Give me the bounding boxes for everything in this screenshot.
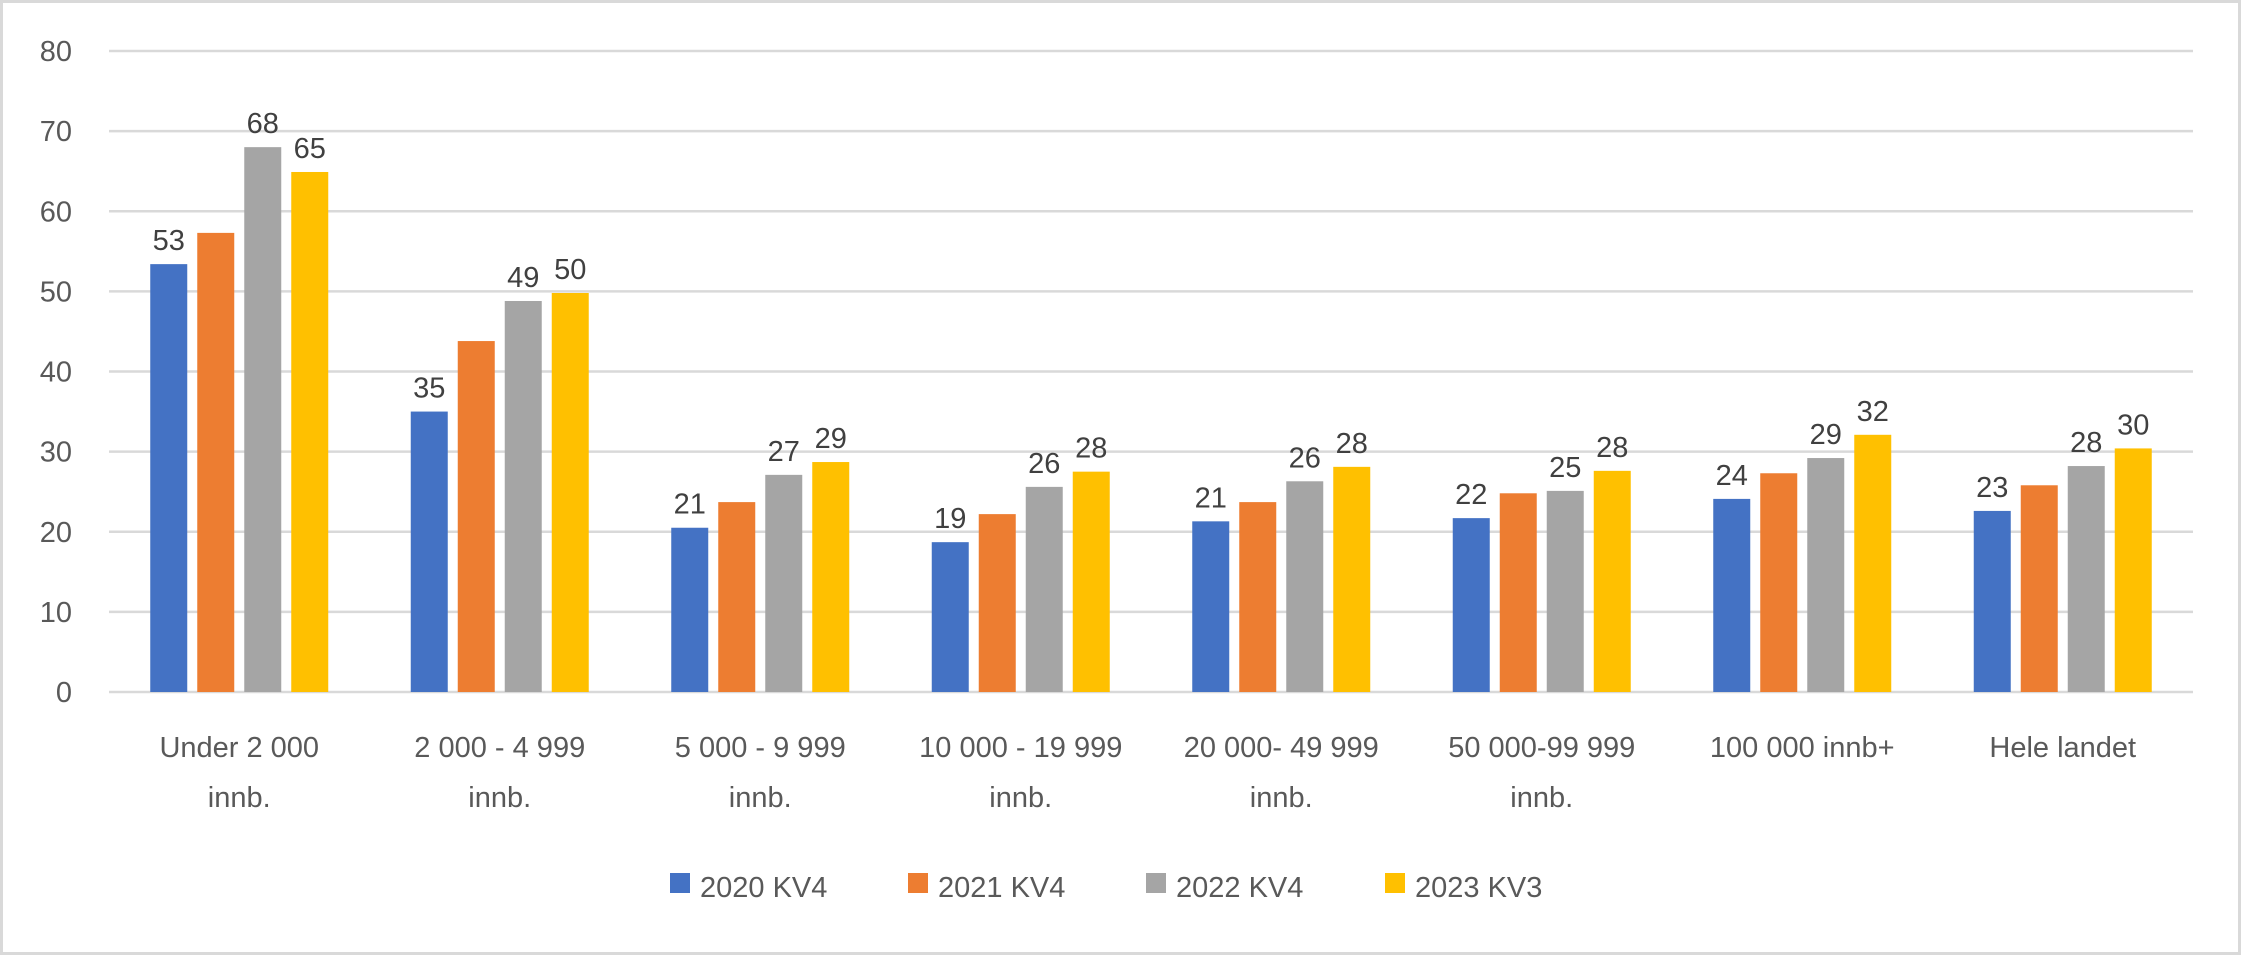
y-tick-label: 40 bbox=[40, 357, 72, 389]
bar-2020-kv4 bbox=[931, 542, 969, 692]
bar-2022-kv4 bbox=[504, 300, 542, 692]
data-label: 29 bbox=[1810, 419, 1842, 451]
bar-2020-kv4 bbox=[1973, 510, 2011, 692]
data-label: 29 bbox=[815, 423, 847, 455]
x-category-label: Under 2 000 bbox=[159, 732, 319, 764]
x-category-label: innb. bbox=[468, 782, 531, 814]
bar-2021-kv4 bbox=[1239, 502, 1277, 692]
bar-2021-kv4 bbox=[1499, 493, 1537, 692]
bar-2022-kv4 bbox=[2067, 466, 2105, 692]
x-category-label: 100 000 innb+ bbox=[1710, 732, 1895, 764]
legend-swatch bbox=[670, 873, 690, 893]
legend-swatch bbox=[1385, 873, 1405, 893]
data-label: 25 bbox=[1549, 452, 1581, 484]
bar-2022-kv4 bbox=[244, 147, 282, 692]
data-label: 28 bbox=[1336, 428, 1368, 460]
data-label: 28 bbox=[1596, 432, 1628, 464]
bar-2022-kv4 bbox=[1025, 486, 1063, 692]
legend-swatch bbox=[908, 873, 928, 893]
legend-label: 2020 KV4 bbox=[700, 872, 827, 904]
x-category-label: innb. bbox=[1250, 782, 1313, 814]
data-label: 26 bbox=[1289, 442, 1321, 474]
bar-2023-kv3 bbox=[1593, 470, 1631, 692]
bar-2023-kv3 bbox=[291, 171, 329, 692]
bar-2021-kv4 bbox=[718, 502, 756, 692]
bar-2021-kv4 bbox=[2020, 485, 2058, 692]
y-tick-label: 60 bbox=[40, 196, 72, 228]
data-label: 32 bbox=[1857, 396, 1889, 428]
bar-2021-kv4 bbox=[1760, 473, 1798, 692]
bar-2022-kv4 bbox=[1807, 458, 1845, 692]
bar-2023-kv3 bbox=[551, 292, 589, 692]
bar-2023-kv3 bbox=[1854, 434, 1892, 692]
y-tick-label: 50 bbox=[40, 276, 72, 308]
data-label: 30 bbox=[2117, 409, 2149, 441]
data-label: 19 bbox=[934, 503, 966, 535]
data-label: 68 bbox=[247, 108, 279, 140]
y-tick-label: 10 bbox=[40, 597, 72, 629]
y-tick-label: 80 bbox=[40, 36, 72, 68]
x-category-label: innb. bbox=[729, 782, 792, 814]
x-category-label: innb. bbox=[1510, 782, 1573, 814]
y-tick-label: 0 bbox=[56, 677, 72, 709]
x-category-label: 2 000 - 4 999 bbox=[414, 732, 585, 764]
bar-2023-kv3 bbox=[2114, 448, 2152, 692]
x-category-label: 20 000- 49 999 bbox=[1184, 732, 1379, 764]
bar-2021-kv4 bbox=[457, 341, 495, 692]
bar-2020-kv4 bbox=[150, 264, 188, 692]
data-label: 65 bbox=[294, 133, 326, 165]
x-category-label: 10 000 - 19 999 bbox=[919, 732, 1122, 764]
data-label: 21 bbox=[674, 489, 706, 521]
bar-2020-kv4 bbox=[410, 411, 448, 692]
x-category-label: innb. bbox=[208, 782, 271, 814]
x-category-label: Hele landet bbox=[1989, 732, 2136, 764]
data-label: 27 bbox=[768, 436, 800, 468]
legend-label: 2021 KV4 bbox=[938, 872, 1065, 904]
bar-2023-kv3 bbox=[812, 462, 850, 692]
y-tick-label: 30 bbox=[40, 437, 72, 469]
bar-2023-kv3 bbox=[1333, 466, 1371, 692]
x-category-label: 5 000 - 9 999 bbox=[675, 732, 846, 764]
legend-label: 2022 KV4 bbox=[1176, 872, 1303, 904]
bar-2022-kv4 bbox=[1286, 481, 1324, 692]
bar-2023-kv3 bbox=[1072, 471, 1110, 692]
data-label: 50 bbox=[554, 254, 586, 286]
data-label: 53 bbox=[153, 225, 185, 257]
data-label: 28 bbox=[2070, 427, 2102, 459]
data-label: 35 bbox=[413, 373, 445, 405]
data-label: 22 bbox=[1455, 479, 1487, 511]
bar-2021-kv4 bbox=[978, 514, 1016, 692]
bar-2021-kv4 bbox=[197, 232, 235, 693]
data-label: 49 bbox=[507, 262, 539, 294]
x-category-label: innb. bbox=[989, 782, 1052, 814]
bar-2022-kv4 bbox=[765, 474, 803, 692]
bar-2020-kv4 bbox=[671, 527, 709, 692]
data-label: 26 bbox=[1028, 448, 1060, 480]
bar-2020-kv4 bbox=[1192, 521, 1230, 692]
data-label: 24 bbox=[1716, 460, 1748, 492]
x-category-label: 50 000-99 999 bbox=[1448, 732, 1635, 764]
data-label: 21 bbox=[1195, 482, 1227, 514]
bar-2022-kv4 bbox=[1546, 490, 1584, 692]
y-tick-label: 70 bbox=[40, 116, 72, 148]
data-label: 28 bbox=[1075, 433, 1107, 465]
data-label: 23 bbox=[1976, 472, 2008, 504]
bar-2020-kv4 bbox=[1452, 518, 1490, 692]
y-tick-label: 20 bbox=[40, 517, 72, 549]
legend-swatch bbox=[1146, 873, 1166, 893]
bar-2020-kv4 bbox=[1713, 498, 1751, 692]
legend-label: 2023 KV3 bbox=[1415, 872, 1542, 904]
